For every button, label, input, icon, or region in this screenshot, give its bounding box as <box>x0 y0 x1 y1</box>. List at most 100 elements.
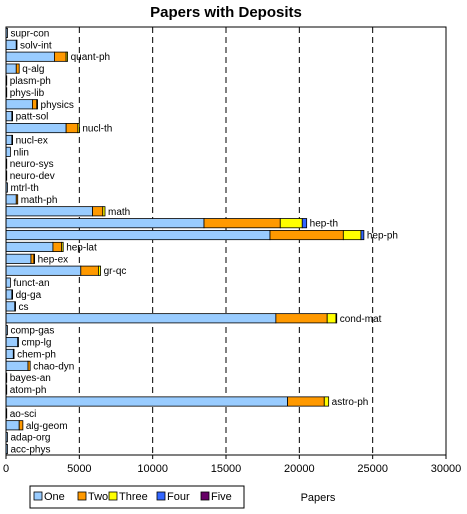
category-label: comp-gas <box>10 326 54 337</box>
grid-lines <box>78 27 374 455</box>
bar-segment <box>77 123 80 134</box>
bar-segment <box>5 277 11 288</box>
legend: One Two Three Four Five <box>29 485 245 509</box>
bar-segment <box>14 301 16 312</box>
bar-segment <box>342 230 362 241</box>
bar-segment <box>12 348 15 359</box>
bar-segment <box>5 39 17 50</box>
bar-segment <box>27 360 31 371</box>
bar-segment <box>5 51 55 62</box>
legend-swatch <box>200 491 210 501</box>
bar-segment <box>65 51 68 62</box>
bar-segment <box>98 265 102 276</box>
category-label: alg-geom <box>26 421 68 432</box>
category-label: chem-ph <box>17 349 56 360</box>
category-label: solv-int <box>20 40 52 51</box>
bar-segment <box>5 348 14 359</box>
category-label: cs <box>19 302 29 313</box>
category-labels: supr-consolv-intquant-phq-algplasm-phphy… <box>10 28 398 455</box>
category-label: neuro-sys <box>10 159 54 170</box>
category-label: plasm-ph <box>10 76 51 87</box>
legend-box <box>29 485 245 509</box>
legend-swatch <box>33 491 43 501</box>
bar-segment <box>5 241 54 252</box>
bar-segment <box>102 206 106 217</box>
category-label: dg-ga <box>16 290 42 301</box>
x-tick-label: 10000 <box>137 463 168 475</box>
bar-segment <box>5 253 32 264</box>
bar-segment <box>5 99 33 110</box>
bar-segment <box>203 218 281 229</box>
bar-segment <box>11 111 14 122</box>
category-label: phys-lib <box>10 88 45 99</box>
category-label: atom-ph <box>10 385 47 396</box>
bars <box>5 27 365 455</box>
bar-segment <box>15 63 20 74</box>
x-tick-label: 25000 <box>357 463 388 475</box>
category-label: cond-mat <box>340 314 382 325</box>
bar-segment <box>15 194 19 205</box>
category-label: bayes-an <box>10 373 51 384</box>
x-axis-ticks: 0 5000 10000 15000 20000 25000 30000 <box>3 455 461 475</box>
x-axis-label: Papers <box>301 492 336 504</box>
bar-segment <box>5 301 16 312</box>
category-label: nucl-th <box>82 124 112 135</box>
x-tick-label: 5000 <box>67 463 91 475</box>
bar-segment <box>11 289 14 300</box>
category-label: quant-ph <box>71 52 110 63</box>
bar-segment <box>5 313 277 324</box>
category-label: math <box>108 207 130 218</box>
bar-segment <box>5 146 11 157</box>
category-label: ao-sci <box>10 409 37 420</box>
x-tick-label: 30000 <box>431 463 462 475</box>
bar-segment <box>80 265 99 276</box>
bar-segment <box>5 111 13 122</box>
chart-title: Papers with Deposits <box>150 4 302 21</box>
bar-segment <box>335 313 338 324</box>
bar-segment <box>61 241 64 252</box>
bar-segment <box>326 313 337 324</box>
category-label: funct-an <box>13 278 49 289</box>
bar-segment <box>5 289 13 300</box>
bar-segment <box>5 360 29 371</box>
bar-segment <box>5 396 289 407</box>
category-label: supr-con <box>10 28 49 39</box>
x-tick-label: 15000 <box>211 463 242 475</box>
category-label: q-alg <box>22 64 44 75</box>
bar-segment <box>5 134 13 145</box>
bar-segment <box>32 99 38 110</box>
bar-segment <box>5 337 19 348</box>
category-label: adap-org <box>10 433 50 444</box>
bar-segment <box>15 39 18 50</box>
category-label: nlin <box>13 147 29 158</box>
x-tick-label: 0 <box>3 463 9 475</box>
legend-label: Two <box>88 491 108 503</box>
bar-segment <box>279 218 303 229</box>
bar-segment <box>5 230 271 241</box>
legend-swatch <box>108 491 118 501</box>
category-label: hep-th <box>310 219 338 230</box>
category-label: hep-ex <box>38 254 69 265</box>
legend-label: One <box>44 491 65 503</box>
category-label: math-ph <box>21 195 58 206</box>
legend-label: Three <box>119 491 148 503</box>
category-label: nucl-ex <box>16 135 48 146</box>
bar-segment <box>52 241 63 252</box>
bar-segment <box>65 123 79 134</box>
category-label: cmp-lg <box>21 338 51 349</box>
category-label: physics <box>41 100 74 111</box>
bar-segment <box>18 420 24 431</box>
category-label: mtrl-th <box>10 183 38 194</box>
bar-segment <box>5 206 93 217</box>
bar-segment <box>275 313 328 324</box>
legend-swatch <box>77 491 87 501</box>
category-label: gr-qc <box>104 266 127 277</box>
bar-segment <box>5 123 67 134</box>
category-label: hep-lat <box>66 242 97 253</box>
bar-segment <box>323 396 330 407</box>
category-label: chao-dyn <box>33 361 74 372</box>
bar-segment <box>5 218 205 229</box>
category-label: acc-phys <box>10 445 50 456</box>
bar-segment <box>5 420 20 431</box>
